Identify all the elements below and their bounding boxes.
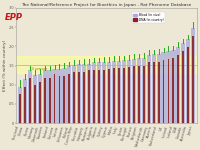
- Bar: [54, 74, 55, 123]
- Bar: [107, 62, 111, 123]
- Bar: [137, 58, 141, 123]
- Bar: [28, 70, 32, 123]
- Bar: [38, 74, 42, 123]
- Bar: [102, 62, 106, 123]
- Bar: [161, 52, 166, 123]
- Bar: [122, 60, 126, 123]
- Bar: [57, 69, 62, 123]
- Bar: [138, 66, 140, 123]
- Bar: [118, 68, 120, 123]
- Bar: [157, 54, 161, 123]
- Bar: [181, 43, 185, 123]
- Bar: [93, 70, 95, 123]
- Bar: [88, 70, 90, 123]
- Bar: [39, 82, 41, 123]
- Bar: [44, 78, 46, 123]
- Bar: [142, 58, 146, 123]
- Bar: [23, 79, 27, 123]
- Bar: [98, 70, 100, 123]
- Bar: [49, 78, 51, 123]
- Bar: [132, 59, 136, 123]
- Bar: [73, 72, 75, 123]
- Bar: [172, 58, 174, 123]
- Bar: [163, 60, 164, 123]
- Bar: [68, 74, 70, 123]
- Bar: [192, 36, 194, 123]
- Text: EU average: EU average: [30, 67, 47, 71]
- Bar: [133, 66, 135, 123]
- Bar: [72, 65, 76, 123]
- Bar: [103, 70, 105, 123]
- Bar: [182, 51, 184, 123]
- Bar: [108, 69, 110, 123]
- Bar: [153, 62, 155, 123]
- Bar: [168, 59, 169, 123]
- Bar: [186, 39, 190, 123]
- Bar: [166, 51, 171, 123]
- Bar: [152, 54, 156, 123]
- Bar: [191, 28, 195, 123]
- Bar: [177, 55, 179, 123]
- Bar: [147, 55, 151, 123]
- Bar: [176, 47, 180, 123]
- Bar: [128, 68, 130, 123]
- Y-axis label: Effect (% within country): Effect (% within country): [3, 40, 7, 91]
- Title: The National/Reference Project for Bioethics in Japan - Rat Phenome Database: The National/Reference Project for Bioet…: [21, 3, 192, 7]
- Bar: [77, 64, 81, 123]
- Bar: [117, 61, 121, 123]
- Bar: [52, 69, 57, 123]
- Bar: [62, 68, 67, 123]
- Bar: [83, 72, 85, 123]
- Bar: [16, 56, 197, 73]
- Bar: [43, 70, 47, 123]
- Bar: [171, 50, 176, 123]
- Bar: [82, 64, 86, 123]
- Bar: [19, 94, 21, 123]
- Bar: [187, 47, 189, 123]
- Bar: [113, 68, 115, 123]
- Text: EPP: EPP: [4, 14, 22, 22]
- Bar: [59, 76, 60, 123]
- Bar: [24, 87, 26, 123]
- Legend: Blood (in vivo), DNA (in country): Blood (in vivo), DNA (in country): [132, 12, 165, 23]
- Bar: [97, 62, 101, 123]
- Bar: [112, 61, 116, 123]
- Bar: [87, 64, 91, 123]
- Bar: [33, 75, 37, 123]
- Bar: [63, 76, 65, 123]
- Bar: [148, 62, 150, 123]
- Bar: [92, 62, 96, 123]
- Bar: [127, 60, 131, 123]
- Bar: [123, 68, 125, 123]
- Bar: [18, 87, 22, 123]
- Bar: [29, 78, 31, 123]
- Bar: [143, 66, 145, 123]
- Bar: [34, 85, 36, 123]
- Bar: [67, 66, 71, 123]
- Bar: [47, 70, 52, 123]
- Bar: [78, 72, 80, 123]
- Bar: [158, 62, 160, 123]
